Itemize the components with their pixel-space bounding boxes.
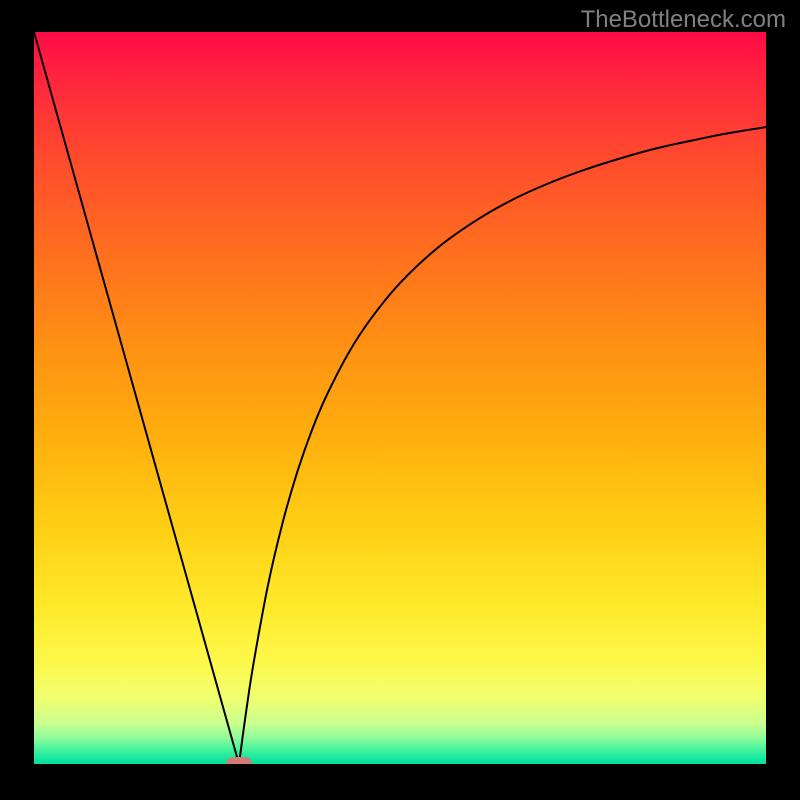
bottleneck-curve — [34, 32, 766, 764]
watermark-text: TheBottleneck.com — [581, 6, 786, 34]
plot-area — [34, 32, 766, 764]
bottleneck-marker — [226, 757, 252, 764]
